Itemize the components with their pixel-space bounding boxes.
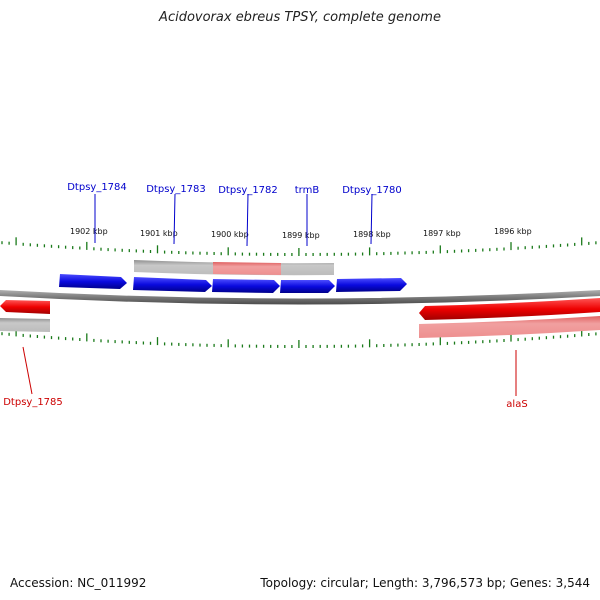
gene-alas-arrow[interactable]: [419, 298, 600, 320]
gene-dtpsy-1780-arrow[interactable]: [336, 278, 407, 292]
scale-label: 1900 kbp: [211, 230, 249, 239]
scale-ticks-top: [1, 237, 597, 256]
gene-label-dtpsy-1783[interactable]: Dtpsy_1783: [146, 184, 206, 195]
gene-label-alas[interactable]: alaS: [506, 399, 527, 410]
accession-text: Accession: NC_011992: [10, 576, 147, 590]
scale-label: 1899 kbp: [282, 231, 320, 240]
gene-labels: Dtpsy_1784 Dtpsy_1783 Dtpsy_1782 trmB Dt…: [3, 182, 527, 410]
scale-ticks-bottom: [1, 328, 597, 348]
gc-track-lower: [0, 316, 600, 338]
scale-label: 1901 kbp: [140, 229, 178, 238]
map-title: Acidovorax ebreus TPSY, complete genome: [159, 10, 441, 25]
gene-dtpsy-1783-arrow[interactable]: [133, 277, 212, 292]
gene-label-dtpsy-1782[interactable]: Dtpsy_1782: [218, 185, 278, 196]
reverse-genes: [0, 298, 600, 320]
scale-labels: 1902 kbp 1901 kbp 1900 kbp 1899 kbp 1898…: [70, 227, 532, 240]
forward-genes: [59, 274, 407, 293]
gc-track-upper: [134, 260, 334, 276]
scale-label: 1902 kbp: [70, 227, 108, 236]
gene-dtpsy-1784-arrow[interactable]: [59, 274, 127, 289]
gene-dtpsy-1785-arrow[interactable]: [0, 300, 50, 314]
gene-label-dtpsy-1785[interactable]: Dtpsy_1785: [3, 397, 63, 408]
topology-text: Topology: circular; Length: 3,796,573 bp…: [260, 576, 590, 590]
gene-label-dtpsy-1780[interactable]: Dtpsy_1780: [342, 185, 402, 196]
gene-dtpsy-1782-arrow[interactable]: [212, 279, 280, 293]
scale-label: 1898 kbp: [353, 230, 391, 239]
scale-label: 1897 kbp: [423, 229, 461, 238]
gene-label-trmb[interactable]: trmB: [295, 185, 320, 196]
scale-label: 1896 kbp: [494, 227, 532, 236]
gene-trmb-arrow[interactable]: [280, 280, 335, 293]
label-leaders: [22, 193, 517, 396]
gene-label-dtpsy-1784[interactable]: Dtpsy_1784: [67, 182, 127, 193]
genome-backbone: [0, 290, 600, 305]
